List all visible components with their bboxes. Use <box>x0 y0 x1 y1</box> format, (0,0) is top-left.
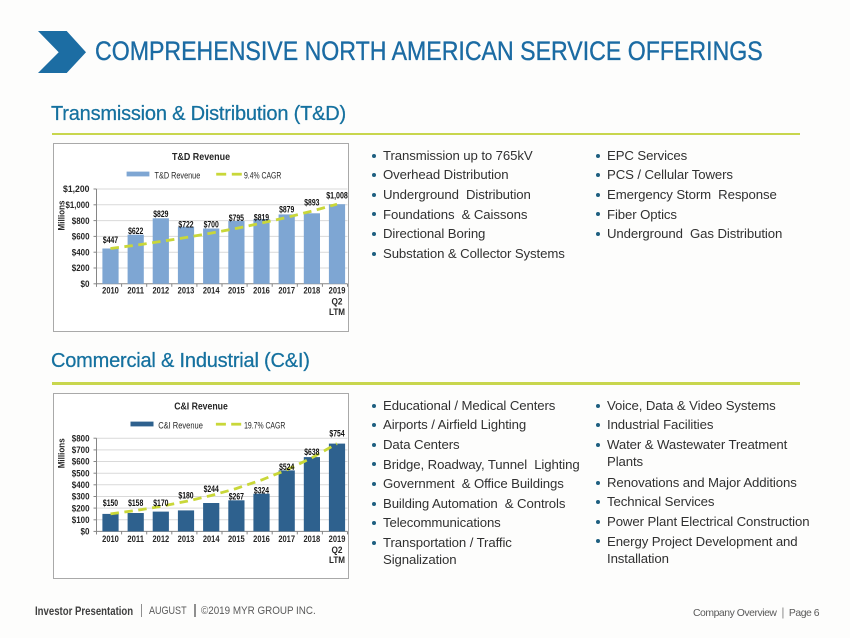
svg-text:Q2: Q2 <box>332 296 343 307</box>
svg-text:2017: 2017 <box>278 285 295 296</box>
svg-text:2013: 2013 <box>178 534 195 545</box>
svg-text:$158: $158 <box>128 498 143 509</box>
svg-text:$829: $829 <box>153 209 168 220</box>
svg-text:$400: $400 <box>72 480 90 490</box>
svg-text:$200: $200 <box>72 503 90 513</box>
svg-text:$150: $150 <box>103 498 118 509</box>
svg-text:$324: $324 <box>254 485 270 496</box>
svg-text:2010: 2010 <box>102 285 119 296</box>
svg-text:2011: 2011 <box>127 285 144 296</box>
svg-text:T&D Revenue: T&D Revenue <box>172 151 230 163</box>
svg-text:C&I Revenue: C&I Revenue <box>158 420 203 430</box>
svg-text:$795: $795 <box>229 212 245 223</box>
svg-text:2012: 2012 <box>152 285 169 296</box>
svg-text:2014: 2014 <box>203 285 220 296</box>
svg-text:Millions: Millions <box>56 438 66 468</box>
svg-text:9.4% CAGR: 9.4% CAGR <box>244 170 282 180</box>
svg-text:$447: $447 <box>103 234 118 245</box>
svg-text:T&D Revenue: T&D Revenue <box>155 170 201 180</box>
svg-text:2016: 2016 <box>253 285 270 296</box>
svg-text:$1,008: $1,008 <box>326 190 348 201</box>
svg-text:$267: $267 <box>229 492 244 503</box>
svg-text:2019: 2019 <box>329 534 346 545</box>
svg-text:$700: $700 <box>72 445 90 455</box>
svg-text:2015: 2015 <box>228 285 245 296</box>
svg-text:$1,000: $1,000 <box>66 200 90 210</box>
svg-text:C&I Revenue: C&I Revenue <box>174 401 228 413</box>
svg-text:$893: $893 <box>304 197 319 208</box>
svg-text:$622: $622 <box>128 226 143 237</box>
svg-text:Millions: Millions <box>56 200 66 230</box>
svg-text:Q2: Q2 <box>332 545 343 556</box>
svg-text:$879: $879 <box>279 204 294 215</box>
svg-text:$400: $400 <box>72 247 90 257</box>
svg-text:$600: $600 <box>72 231 90 241</box>
svg-text:$722: $722 <box>178 219 193 230</box>
svg-text:2018: 2018 <box>304 285 321 296</box>
svg-text:$638: $638 <box>304 447 319 458</box>
svg-text:LTM: LTM <box>329 306 345 317</box>
svg-text:2010: 2010 <box>102 534 119 545</box>
svg-text:2019: 2019 <box>329 285 346 296</box>
svg-text:2015: 2015 <box>228 534 245 545</box>
svg-text:$800: $800 <box>72 215 90 225</box>
svg-text:$170: $170 <box>153 498 168 509</box>
svg-text:$524: $524 <box>279 462 295 473</box>
svg-text:$200: $200 <box>72 263 90 273</box>
svg-text:$819: $819 <box>254 212 269 223</box>
svg-text:LTM: LTM <box>329 555 345 566</box>
svg-text:2016: 2016 <box>253 534 270 545</box>
svg-text:$700: $700 <box>204 219 219 230</box>
svg-text:2018: 2018 <box>304 534 321 545</box>
svg-text:2017: 2017 <box>278 534 295 545</box>
svg-text:$0: $0 <box>81 527 90 537</box>
svg-text:$600: $600 <box>72 457 90 467</box>
svg-text:$0: $0 <box>81 279 90 289</box>
svg-text:$244: $244 <box>204 484 220 495</box>
svg-text:2013: 2013 <box>178 285 195 296</box>
svg-text:2011: 2011 <box>127 534 144 545</box>
svg-text:$754: $754 <box>329 429 345 440</box>
svg-text:2014: 2014 <box>203 534 220 545</box>
svg-text:$800: $800 <box>72 433 90 443</box>
svg-text:$300: $300 <box>72 492 90 502</box>
svg-text:19.7% CAGR: 19.7% CAGR <box>244 420 285 430</box>
svg-text:$500: $500 <box>72 468 90 478</box>
svg-text:2012: 2012 <box>152 534 169 545</box>
svg-text:$1,200: $1,200 <box>63 184 90 194</box>
svg-text:$100: $100 <box>72 515 90 525</box>
svg-text:$180: $180 <box>178 490 193 501</box>
